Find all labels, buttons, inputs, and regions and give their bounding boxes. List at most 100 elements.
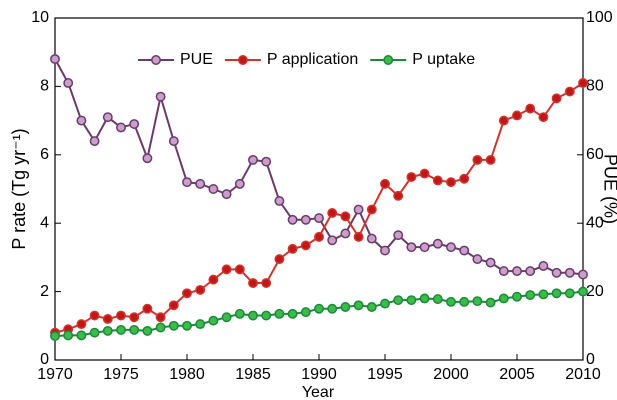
data-point	[314, 231, 324, 242]
data-point	[261, 310, 272, 321]
data-point	[459, 296, 470, 307]
data-point	[459, 245, 470, 256]
data-point	[248, 310, 258, 321]
data-point	[116, 122, 126, 133]
data-point	[406, 172, 417, 182]
data-point	[472, 254, 483, 265]
data-point	[485, 154, 496, 165]
data-point	[142, 153, 153, 164]
data-point	[50, 331, 60, 342]
data-point	[155, 312, 166, 323]
x-tick-label: 1970	[37, 366, 73, 383]
legend-marker	[151, 55, 161, 65]
data-point	[102, 314, 113, 324]
data-point	[195, 284, 206, 295]
data-point	[261, 156, 272, 167]
data-point	[525, 290, 536, 300]
data-point	[432, 238, 443, 249]
data-point	[366, 233, 377, 244]
data-point	[393, 230, 404, 241]
data-point	[353, 231, 364, 242]
data-point	[248, 154, 258, 165]
data-point	[195, 178, 206, 189]
data-point	[340, 211, 351, 222]
data-point	[340, 302, 351, 312]
x-tick-label: 2000	[433, 366, 469, 383]
data-point	[287, 308, 298, 319]
legend-marker	[383, 55, 394, 65]
x-tick-label: 2005	[499, 366, 535, 383]
data-point	[314, 303, 324, 314]
data-point	[578, 286, 588, 297]
data-point	[472, 154, 483, 165]
data-point	[551, 267, 562, 278]
data-point	[168, 300, 179, 311]
data-point	[327, 303, 338, 314]
data-point	[459, 173, 470, 184]
data-point	[234, 264, 245, 275]
data-point	[564, 86, 575, 97]
x-tick-label: 1980	[169, 366, 205, 383]
data-point	[485, 297, 496, 308]
data-point	[446, 177, 456, 188]
data-point	[221, 264, 232, 275]
data-point	[393, 295, 404, 306]
data-point	[366, 302, 377, 312]
data-point	[380, 298, 390, 309]
data-point	[221, 312, 232, 323]
data-point	[578, 269, 588, 280]
data-point	[102, 325, 113, 336]
x-tick-label: 1985	[235, 366, 271, 383]
data-point	[261, 278, 272, 288]
data-point	[578, 78, 588, 88]
y2-tick-label: 40	[586, 214, 604, 231]
x-tick-label: 1990	[301, 366, 337, 383]
data-point	[498, 266, 509, 277]
data-point	[142, 303, 153, 314]
data-point	[208, 184, 219, 194]
data-point	[300, 214, 311, 225]
data-point	[287, 214, 298, 225]
data-point	[366, 204, 377, 215]
x-tick-label: 1995	[367, 366, 403, 383]
data-point	[485, 257, 496, 268]
y-tick-label: 8	[40, 78, 49, 95]
data-point	[498, 115, 509, 126]
data-point	[525, 103, 536, 114]
data-point	[538, 289, 549, 300]
data-point	[564, 288, 575, 299]
data-point	[498, 293, 509, 304]
data-point	[300, 240, 311, 251]
x-axis-label: Year	[302, 384, 335, 400]
data-point	[446, 296, 456, 307]
data-point	[432, 175, 443, 186]
y2-tick-label: 100	[586, 9, 613, 26]
data-point	[564, 267, 575, 278]
data-point	[234, 308, 245, 319]
data-point	[76, 115, 87, 126]
data-point	[472, 296, 483, 307]
data-point	[287, 243, 298, 254]
data-point	[89, 327, 100, 338]
data-point	[116, 310, 126, 321]
data-point	[208, 274, 219, 285]
data-point	[406, 295, 417, 306]
y-tick-label: 2	[40, 283, 49, 300]
data-point	[314, 213, 324, 224]
data-point	[142, 325, 153, 336]
data-point	[234, 178, 245, 189]
legend-label: P application	[267, 51, 358, 68]
data-point	[380, 178, 390, 189]
data-point	[300, 307, 311, 318]
data-point	[538, 112, 549, 123]
data-point	[340, 228, 351, 239]
data-point	[380, 245, 390, 256]
y2-axis-label: PUE (%)	[600, 154, 617, 224]
data-point	[129, 324, 140, 335]
data-point	[116, 324, 126, 335]
data-point	[406, 242, 417, 253]
data-point	[446, 242, 456, 253]
series-line	[54, 58, 584, 276]
